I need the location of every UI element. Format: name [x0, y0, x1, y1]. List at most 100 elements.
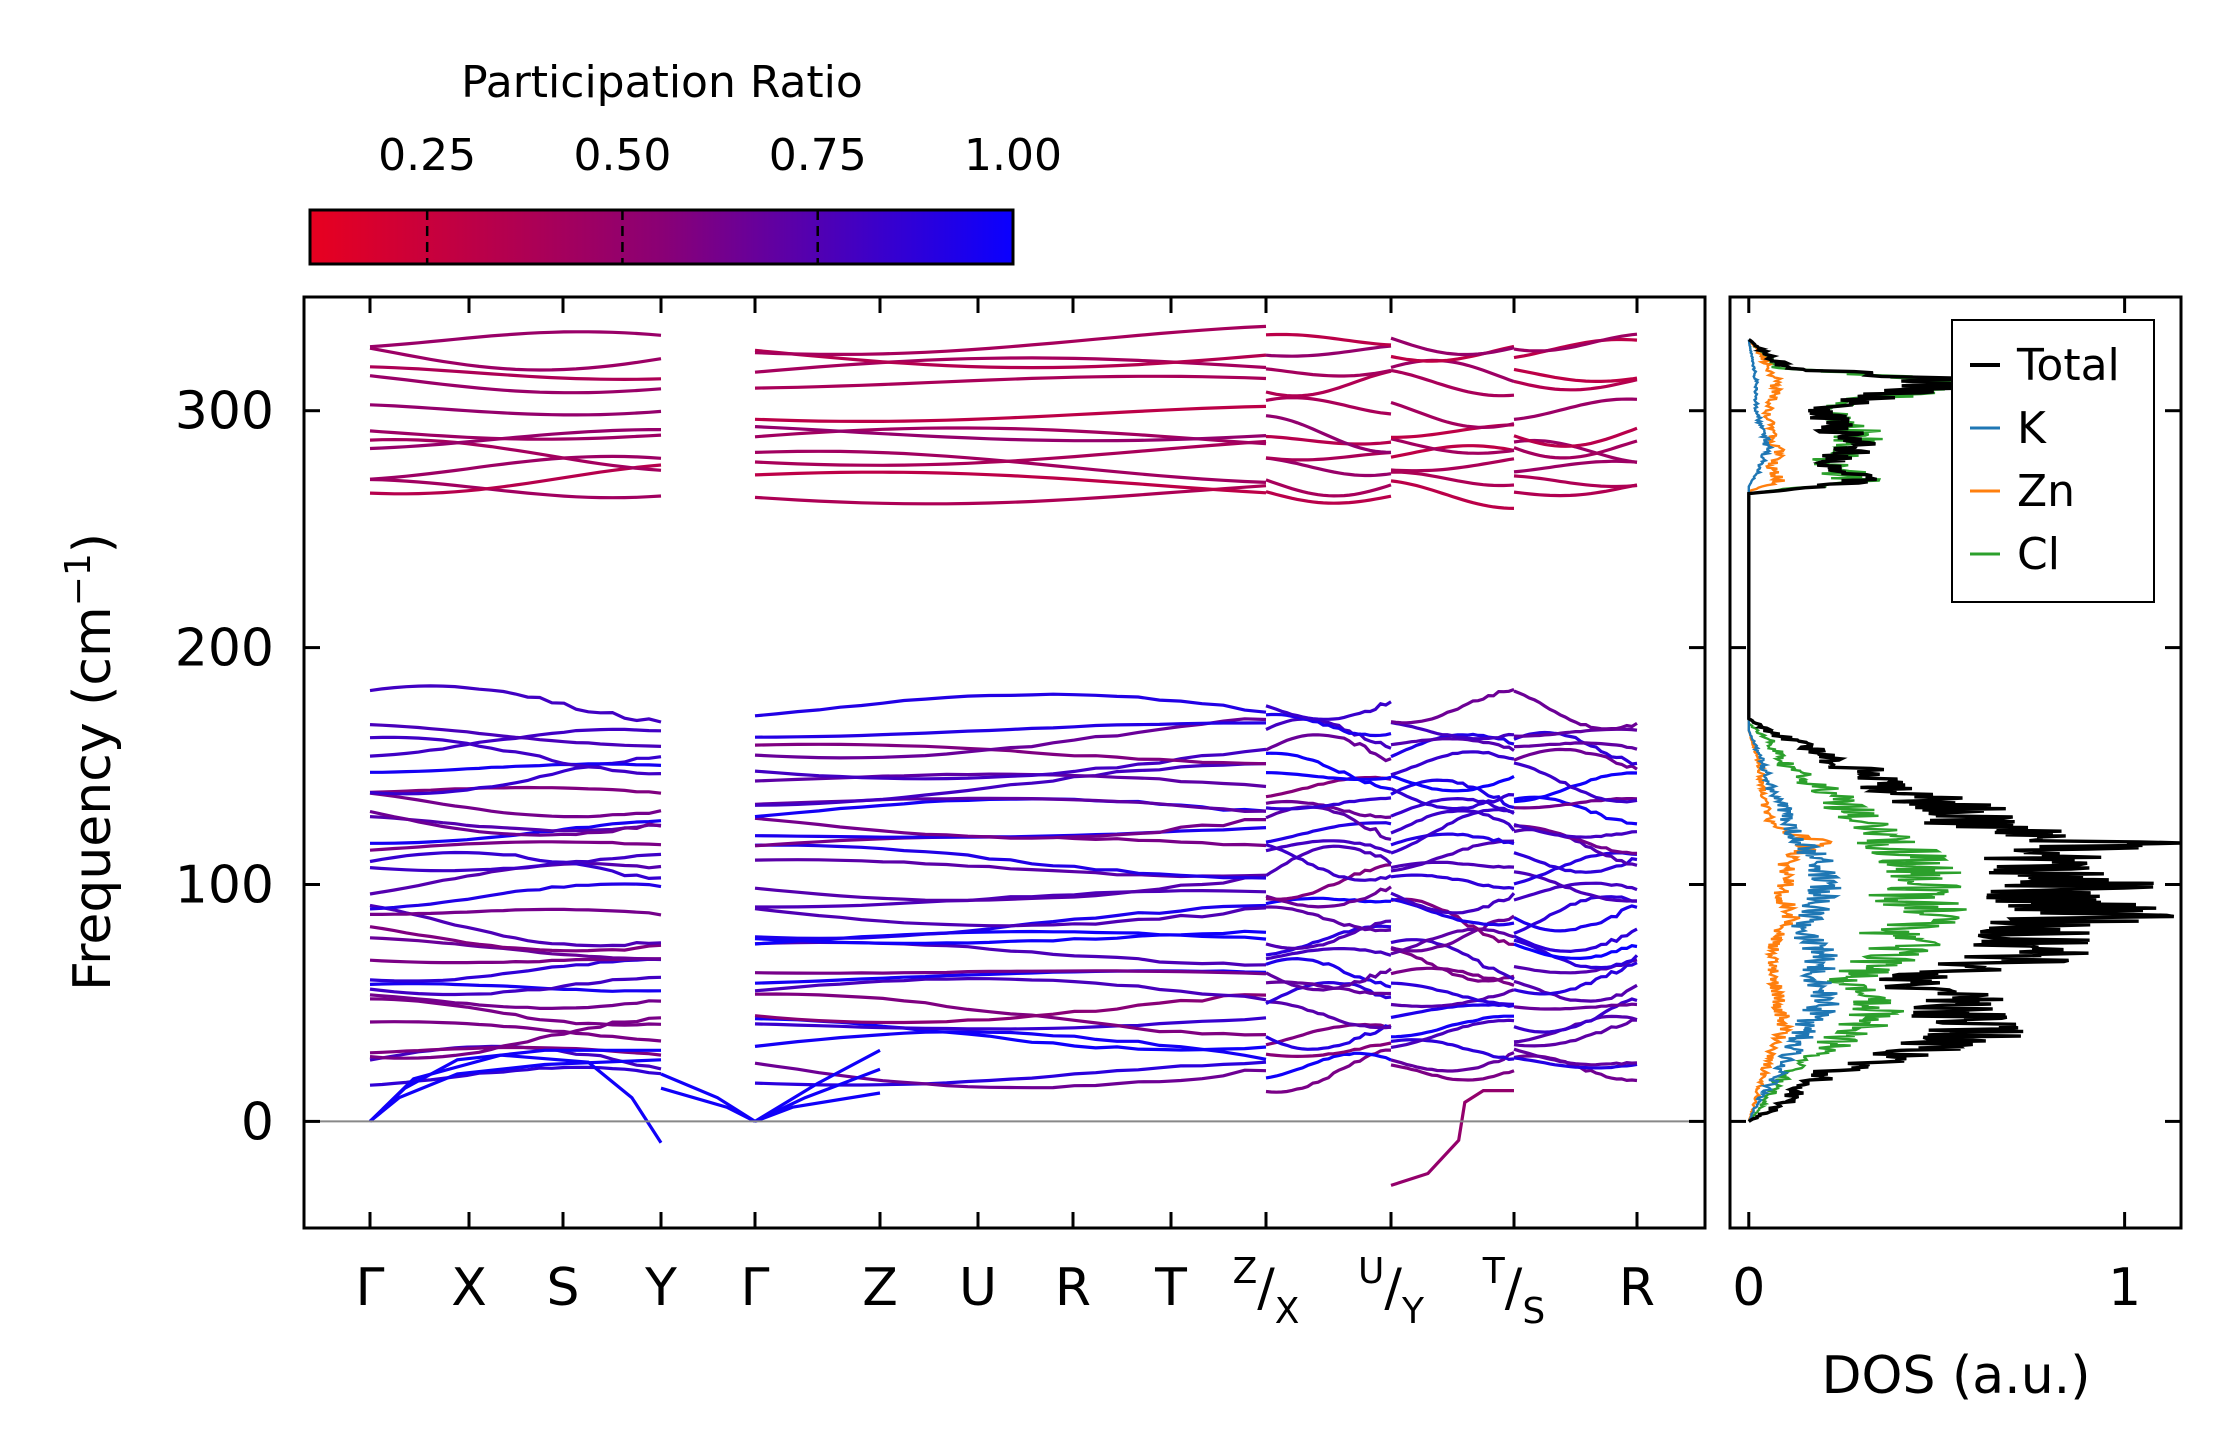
band-line	[369, 809, 662, 837]
band-line	[1265, 369, 1392, 398]
band-line	[1390, 809, 1516, 835]
band-line	[1390, 336, 1515, 357]
ylabel-sup: −1	[58, 553, 99, 606]
colorbar-tick-label: 0.25	[378, 130, 476, 181]
band-line	[369, 936, 662, 961]
band-line	[1513, 979, 1638, 1003]
band-line	[369, 957, 662, 983]
band-line	[754, 742, 1267, 766]
band-line	[1265, 344, 1392, 358]
band-y-ticks: 0 100 200 300	[175, 382, 1705, 1152]
band-line	[369, 1016, 662, 1060]
band-line	[370, 762, 662, 774]
band-line	[1513, 689, 1638, 731]
band-line	[1513, 822, 1638, 839]
band-line	[1265, 490, 1392, 505]
band-line	[1390, 1038, 1515, 1062]
band-line	[754, 929, 1267, 945]
band-line	[1513, 881, 1638, 902]
band-line	[369, 429, 662, 441]
band-line	[1513, 397, 1638, 421]
band-line	[1513, 378, 1638, 392]
band-line	[369, 463, 662, 496]
band-line	[369, 957, 661, 965]
band-line	[1265, 885, 1392, 909]
band-line	[1390, 914, 1515, 953]
colorbar-title: Participation Ratio	[461, 57, 863, 108]
band-line	[369, 684, 662, 724]
band-line	[754, 1061, 1267, 1090]
band-line	[1265, 956, 1392, 989]
band-line	[1513, 796, 1638, 810]
band-line	[1390, 687, 1515, 725]
y-tick-label: 300	[175, 382, 274, 442]
band-line	[1390, 897, 1515, 927]
band-line	[754, 816, 1266, 840]
band-line	[1265, 980, 1392, 1006]
band-line	[1513, 1056, 1638, 1070]
band-line	[754, 762, 1267, 807]
band-line	[1390, 479, 1515, 510]
dos-legend: Total K Zn Cl	[1951, 319, 2155, 603]
band-line	[1390, 796, 1515, 818]
band-line	[1390, 457, 1515, 473]
colorbar-gradient	[308, 208, 1015, 266]
band-line	[1265, 450, 1392, 462]
band-line	[754, 449, 1267, 484]
band-line	[1265, 839, 1392, 854]
acoustic-band-line	[368, 1058, 662, 1123]
band-line	[1265, 919, 1392, 951]
band-line	[369, 365, 662, 382]
band-line	[754, 993, 1267, 1025]
band-line	[1265, 947, 1392, 961]
band-line	[754, 721, 1267, 739]
band-line	[1390, 966, 1515, 987]
dos-lines	[1747, 338, 2181, 1123]
band-line	[369, 993, 662, 1010]
band-line	[1513, 771, 1638, 804]
colorbar-tick-label: 1.00	[964, 130, 1062, 181]
band-line	[1265, 712, 1392, 738]
band-line	[1265, 1022, 1392, 1047]
dos-x-tick-label: 1	[2108, 1258, 2141, 1318]
band-line	[369, 975, 662, 997]
band-line	[1265, 332, 1392, 347]
band-line	[1390, 807, 1515, 855]
band-line	[754, 843, 1267, 880]
band-line	[1513, 332, 1638, 353]
band-line	[369, 735, 662, 776]
band-line	[1265, 967, 1392, 992]
legend-label: K	[2017, 403, 2047, 454]
band-line	[1390, 1063, 1515, 1082]
band-line	[1390, 721, 1515, 741]
band-line	[369, 903, 662, 948]
band-line	[1265, 751, 1392, 791]
ylabel-text: Frequency (cm	[63, 606, 123, 991]
legend-label: Zn	[2017, 466, 2075, 517]
band-line	[1265, 863, 1392, 901]
band-line	[754, 976, 1267, 1002]
band-line	[754, 858, 1267, 879]
band-line	[1513, 337, 1638, 360]
band-line	[754, 324, 1267, 356]
band-line	[369, 997, 662, 1027]
band-line	[1390, 750, 1515, 777]
band-line	[754, 484, 1267, 506]
dos-axes-frame	[1728, 295, 2183, 1230]
band-line	[1513, 761, 1638, 804]
band-line	[369, 982, 662, 993]
band-line	[754, 1016, 1267, 1031]
band-line	[1513, 741, 1638, 751]
band-line	[1390, 1018, 1515, 1049]
k-point-label: T/S	[1482, 1251, 1545, 1332]
band-line	[1513, 927, 1638, 954]
y-tick-label: 200	[175, 619, 274, 679]
band-line	[1390, 400, 1515, 430]
dos-series-cl	[1747, 338, 1978, 1123]
band-line	[754, 874, 1267, 902]
legend-label: Total	[2016, 340, 2120, 391]
band-line	[370, 819, 662, 845]
band-lines	[368, 324, 1639, 1187]
band-line	[754, 1030, 1267, 1061]
